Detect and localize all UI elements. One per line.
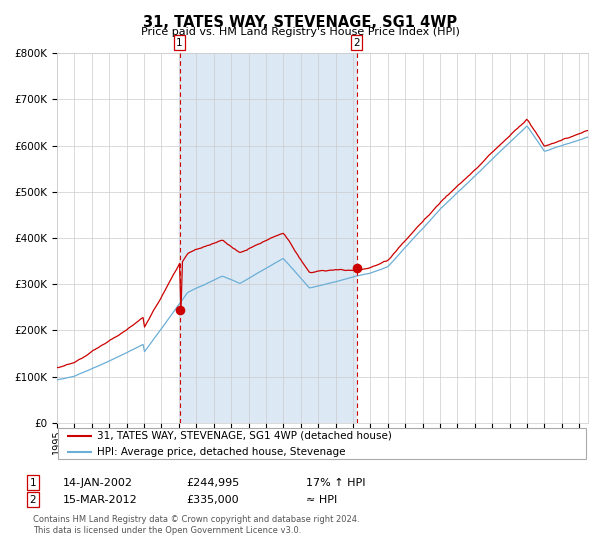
Point (175, 305, 184, 314)
Text: This data is licensed under the Open Government Licence v3.0.: This data is licensed under the Open Gov… (33, 526, 301, 535)
Text: 31, TATES WAY, STEVENAGE, SG1 4WP (detached house): 31, TATES WAY, STEVENAGE, SG1 4WP (detac… (97, 431, 392, 441)
Text: Contains HM Land Registry data © Crown copyright and database right 2024.: Contains HM Land Registry data © Crown c… (33, 515, 359, 524)
Bar (179, 53, 356, 423)
Text: 1: 1 (176, 38, 183, 48)
Text: ≈ HPI: ≈ HPI (306, 494, 337, 505)
Text: HPI: Average price, detached house, Stevenage: HPI: Average price, detached house, Stev… (97, 447, 346, 457)
Text: 17% ↑ HPI: 17% ↑ HPI (306, 478, 365, 488)
Text: Price paid vs. HM Land Registry's House Price Index (HPI): Price paid vs. HM Land Registry's House … (140, 27, 460, 37)
FancyBboxPatch shape (58, 428, 586, 459)
Text: £335,000: £335,000 (186, 494, 239, 505)
Text: £244,995: £244,995 (186, 478, 239, 488)
Text: 2: 2 (29, 494, 37, 505)
Text: 15-MAR-2012: 15-MAR-2012 (63, 494, 138, 505)
Text: 1: 1 (29, 478, 37, 488)
Point (352, 264, 361, 273)
Text: 31, TATES WAY, STEVENAGE, SG1 4WP: 31, TATES WAY, STEVENAGE, SG1 4WP (143, 15, 457, 30)
Text: 2: 2 (353, 38, 360, 48)
Text: 14-JAN-2002: 14-JAN-2002 (63, 478, 133, 488)
